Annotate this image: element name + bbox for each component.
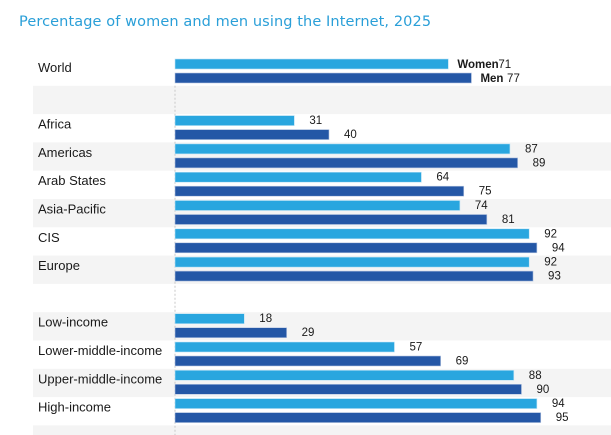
bar-men [174,412,542,423]
bar-men [174,72,472,84]
bar-women [174,313,245,325]
value-label: 77 [507,73,520,85]
category-label: Arab States [38,173,106,188]
value-label: 90 [537,384,550,396]
value-label: 75 [479,186,492,198]
category-label: Africa [38,117,72,132]
value-label: 87 [525,143,538,155]
value-label: 92 [544,228,557,240]
value-label: 81 [502,214,515,226]
category-label: Low-income [38,315,108,330]
category-label: Lower-middle-income [38,343,162,358]
category-label: World [38,60,72,75]
bar-women [174,58,449,70]
value-label: 94 [552,242,565,254]
row-band [33,425,611,435]
bar-men [174,129,330,140]
value-label: 29 [302,327,315,339]
legend-label-men: Men [480,73,503,85]
chart-title: Percentage of women and men using the In… [19,14,432,30]
labels: World Women 71 Men 77 Africa 31 40 Americas 87 89 A… [38,59,569,424]
value-label: 71 [498,59,511,71]
bar-men [174,157,518,169]
bar-women [174,398,538,409]
value-label: 89 [533,157,546,169]
bar-men [174,242,538,254]
value-label: 95 [556,412,569,424]
bar-men [174,185,465,197]
category-label: Upper-middle-income [38,371,162,386]
bar-women [174,369,515,381]
value-label: 92 [544,257,557,269]
value-label: 31 [309,115,322,127]
bar-women [174,341,395,353]
bar-men [174,327,287,339]
value-label: 74 [475,200,488,212]
bars [174,58,542,423]
value-label: 57 [409,342,422,354]
bar-women [174,115,295,126]
value-label: 40 [344,129,357,141]
value-label: 18 [259,313,272,325]
bar-women [174,171,422,183]
category-label: Americas [38,145,93,160]
value-label: 93 [548,271,561,283]
bar-women [174,256,530,268]
bar-women [174,143,511,155]
row-band [33,312,611,341]
category-label: Asia-Pacific [38,202,106,217]
value-label: 94 [552,398,565,410]
bar-men [174,383,522,395]
legend-label-women: Women [457,59,498,71]
bar-women [174,200,461,211]
row-band [33,85,611,115]
category-label: CIS [38,230,60,245]
value-label: 69 [456,356,469,368]
value-label: 88 [529,370,542,382]
bar-men [174,214,488,225]
category-label: Europe [38,258,80,273]
bar-women [174,228,530,240]
bar-men [174,270,534,282]
category-label: High-income [38,400,111,415]
value-label: 64 [436,172,449,184]
bar-men [174,355,441,367]
